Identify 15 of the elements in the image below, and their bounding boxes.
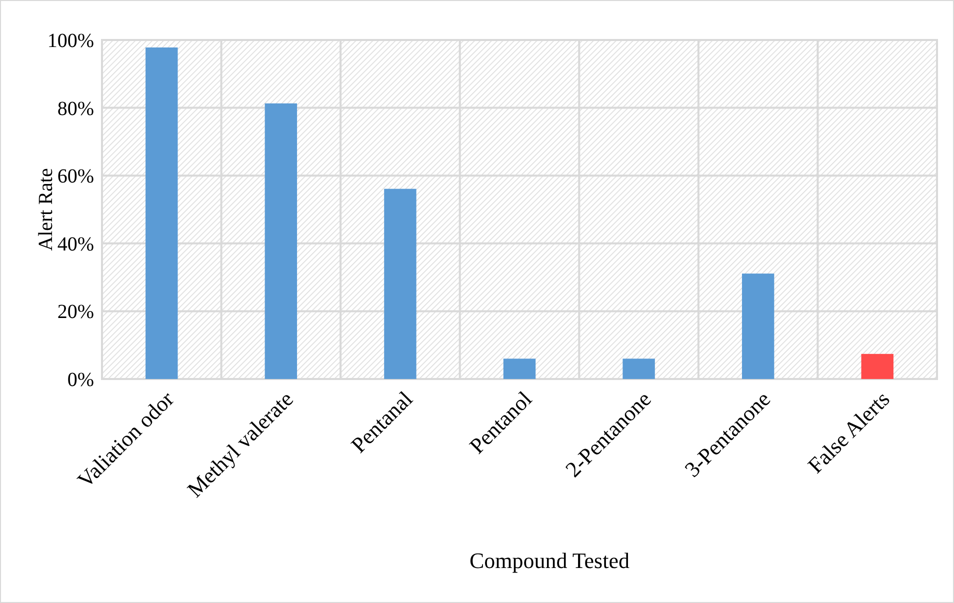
bar [742, 274, 774, 379]
bar [264, 103, 298, 379]
y-tick-label: 40% [57, 233, 94, 256]
bar [622, 358, 655, 379]
bar [861, 354, 894, 379]
bar [146, 47, 178, 379]
y-tick-label: 20% [57, 301, 94, 324]
y-axis-title: Alert Rate [35, 168, 57, 251]
y-tick-label: 0% [67, 369, 94, 391]
y-tick-label: 80% [57, 98, 94, 120]
bar [503, 358, 536, 379]
x-axis-title: Compound Tested [470, 548, 630, 573]
y-tick-label: 100% [47, 30, 94, 52]
bar [384, 188, 416, 379]
y-tick-label: 60% [57, 166, 94, 188]
